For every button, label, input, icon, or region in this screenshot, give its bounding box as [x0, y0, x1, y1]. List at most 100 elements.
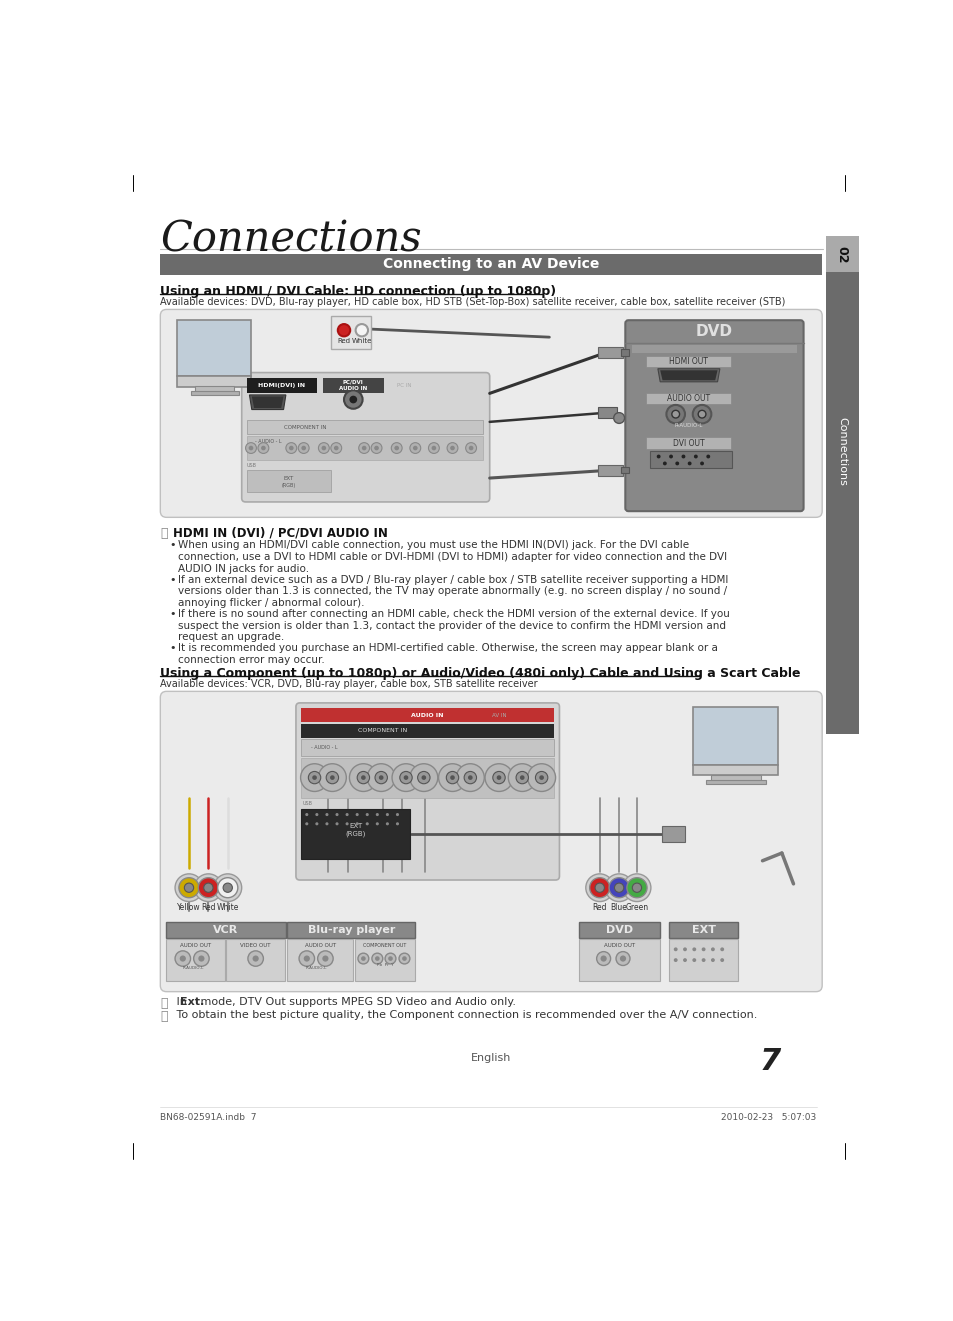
Circle shape	[375, 771, 387, 783]
Text: Ext.: Ext.	[179, 997, 204, 1007]
Text: USB: USB	[303, 801, 313, 806]
Circle shape	[388, 956, 393, 960]
Circle shape	[321, 445, 326, 450]
Circle shape	[450, 445, 455, 450]
Circle shape	[367, 764, 395, 791]
Bar	[247, 470, 331, 491]
Circle shape	[595, 884, 604, 892]
Bar	[649, 450, 732, 468]
Text: In: In	[173, 997, 191, 1007]
Text: (RGB): (RGB)	[281, 482, 295, 487]
Circle shape	[604, 875, 633, 901]
Bar	[705, 779, 765, 783]
Text: •: •	[170, 540, 176, 551]
Text: HDMI OUT: HDMI OUT	[669, 357, 707, 366]
Circle shape	[361, 445, 366, 450]
Circle shape	[355, 812, 358, 816]
Circle shape	[493, 771, 505, 783]
Circle shape	[179, 955, 186, 962]
Text: DVI OUT: DVI OUT	[673, 439, 704, 448]
Bar	[177, 320, 251, 375]
Bar	[301, 724, 554, 737]
Circle shape	[213, 875, 241, 901]
Circle shape	[198, 877, 218, 898]
Circle shape	[692, 947, 696, 951]
Circle shape	[668, 454, 672, 458]
Bar	[620, 350, 629, 355]
Circle shape	[421, 775, 426, 779]
Circle shape	[484, 764, 513, 791]
Circle shape	[315, 812, 318, 816]
Text: Connections: Connections	[837, 416, 846, 486]
Circle shape	[325, 812, 328, 816]
Bar	[645, 355, 731, 367]
Circle shape	[331, 443, 341, 453]
Bar	[669, 922, 737, 938]
Circle shape	[516, 771, 528, 783]
Circle shape	[402, 956, 406, 960]
Bar	[247, 436, 483, 460]
Circle shape	[303, 955, 310, 962]
Text: AV IN: AV IN	[491, 713, 506, 717]
Circle shape	[312, 775, 316, 779]
Circle shape	[464, 771, 476, 783]
Bar	[598, 465, 622, 476]
Text: ⓨ: ⓨ	[160, 1011, 168, 1024]
Text: R-AUDIO-L: R-AUDIO-L	[305, 966, 327, 970]
Text: Yellow: Yellow	[177, 904, 200, 911]
Circle shape	[223, 884, 233, 892]
Circle shape	[599, 955, 606, 962]
Circle shape	[465, 443, 476, 453]
Circle shape	[508, 764, 536, 791]
Circle shape	[194, 875, 222, 901]
Bar	[301, 740, 554, 756]
Circle shape	[318, 443, 329, 453]
Circle shape	[391, 443, 402, 453]
Bar	[191, 391, 238, 395]
Circle shape	[666, 406, 684, 424]
Circle shape	[378, 775, 383, 779]
Circle shape	[626, 877, 646, 898]
Circle shape	[622, 875, 650, 901]
Bar	[645, 392, 731, 404]
Bar	[287, 922, 415, 938]
Circle shape	[682, 947, 686, 951]
Circle shape	[365, 812, 369, 816]
Circle shape	[438, 764, 466, 791]
Circle shape	[315, 822, 318, 826]
Circle shape	[335, 822, 338, 826]
Polygon shape	[658, 369, 720, 382]
Bar	[645, 437, 731, 449]
Text: EXT
(RGB): EXT (RGB)	[345, 823, 365, 836]
Circle shape	[700, 461, 703, 465]
FancyBboxPatch shape	[160, 309, 821, 518]
Text: To obtain the best picture quality, the Component connection is recommended over: To obtain the best picture quality, the …	[173, 1011, 757, 1020]
Text: AUDIO IN: AUDIO IN	[339, 386, 367, 391]
Text: VIDEO OUT: VIDEO OUT	[240, 943, 271, 948]
Circle shape	[700, 958, 705, 962]
Circle shape	[700, 947, 705, 951]
Text: Blue: Blue	[610, 904, 627, 911]
Circle shape	[608, 877, 629, 898]
Circle shape	[300, 764, 328, 791]
Text: 02: 02	[835, 246, 848, 263]
Bar	[177, 375, 251, 387]
Circle shape	[497, 775, 500, 779]
Circle shape	[298, 443, 309, 453]
Text: Connecting to an AV Device: Connecting to an AV Device	[383, 258, 598, 271]
Text: COMPONENT OUT: COMPONENT OUT	[363, 943, 406, 948]
Text: English: English	[471, 1053, 511, 1063]
Text: •: •	[170, 643, 176, 654]
Text: - AUDIO - L: - AUDIO - L	[311, 745, 337, 750]
Circle shape	[692, 406, 711, 424]
Circle shape	[710, 947, 714, 951]
Circle shape	[535, 771, 547, 783]
Circle shape	[613, 412, 624, 424]
Bar	[166, 922, 286, 938]
Polygon shape	[252, 396, 283, 408]
Circle shape	[710, 958, 714, 962]
Text: PC/DVI: PC/DVI	[342, 379, 363, 384]
Text: HDMI IN (DVI) / PC/DVI AUDIO IN: HDMI IN (DVI) / PC/DVI AUDIO IN	[173, 527, 388, 539]
Circle shape	[355, 324, 368, 337]
Text: Blu-ray player: Blu-ray player	[308, 925, 395, 935]
